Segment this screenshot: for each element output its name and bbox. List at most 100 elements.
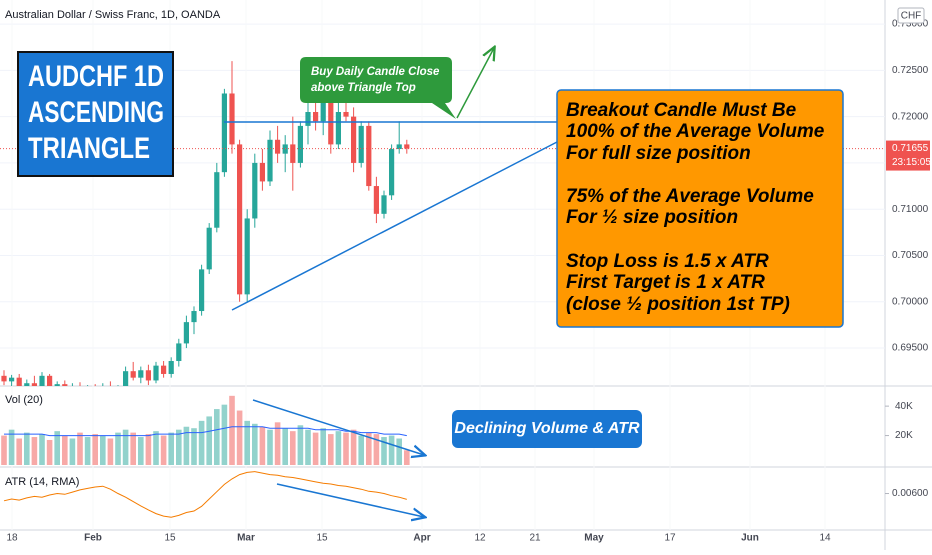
atr-trend-arrow (276, 483, 424, 517)
y-tick-label: 0.73000 (892, 19, 929, 30)
volume-tick-label: 40K (895, 401, 913, 412)
volume-note-box (452, 410, 642, 448)
volume-bar (16, 438, 22, 465)
volume-bar (373, 434, 380, 465)
volume-bar (115, 432, 121, 465)
y-tick-label: 0.72500 (892, 65, 929, 76)
note-line: 100% of the Average Volume (566, 121, 825, 142)
volume-bar (335, 431, 342, 465)
volume-bar (8, 429, 15, 465)
breakout-arrow (456, 48, 494, 119)
candle-body (267, 139, 273, 182)
atr-pane (3, 471, 407, 518)
candle-body (335, 112, 341, 145)
candle-body (39, 375, 45, 386)
volume-bar (320, 428, 326, 465)
volume-bar (274, 422, 281, 465)
volume-note: Declining Volume & ATR (454, 420, 640, 437)
candle-body (62, 384, 68, 386)
candle-body (183, 322, 189, 344)
volume-bar (176, 429, 182, 465)
currency-button[interactable] (897, 7, 925, 24)
volume-bar (84, 437, 91, 465)
volume-bar (244, 420, 250, 465)
atr-tick-label: 0.00600 (892, 488, 929, 499)
candle-body (31, 383, 37, 386)
volume-bar (350, 429, 357, 465)
y-tick-label: 0.72000 (892, 111, 929, 122)
volume-bar (160, 435, 167, 465)
volume-bar (282, 428, 288, 465)
volume-bar (92, 434, 98, 465)
volume-bar (259, 426, 266, 465)
candle-body (54, 384, 60, 386)
candle-body (320, 102, 326, 122)
time-label: May (584, 533, 604, 544)
volume-bar (153, 431, 159, 465)
candle-body (1, 375, 7, 382)
atr-title: ATR (14, RMA) (5, 476, 79, 488)
volume-bar (381, 437, 387, 465)
volume-bar (328, 434, 334, 465)
time-label: 15 (316, 533, 328, 544)
volume-bar (388, 435, 395, 465)
candle-body (313, 112, 319, 122)
candle-body (115, 388, 120, 391)
candle-body (305, 112, 311, 126)
candle-body (191, 311, 197, 323)
candle-body (229, 93, 235, 145)
candle-body (130, 371, 136, 378)
candle-body (145, 370, 151, 381)
candle-body (16, 377, 22, 386)
symbol-header: Australian Dollar / Swiss Franc, 1D, OAN… (5, 9, 221, 21)
note-line: For ½ size position (566, 207, 738, 228)
candle-body (77, 386, 82, 393)
volume-pane (1, 395, 410, 465)
time-label: Mar (237, 533, 255, 544)
volume-bar (62, 435, 68, 465)
volume-bar (31, 437, 38, 465)
note-line: 75% of the Average Volume (566, 186, 814, 207)
currency-label[interactable]: CHF (901, 11, 922, 22)
note-line: Stop Loss is 1.5 x ATR (566, 251, 769, 272)
candle-body (275, 139, 281, 154)
time-label: 17 (664, 533, 676, 544)
volume-bar (312, 432, 319, 465)
candle-body (237, 144, 243, 295)
volume-bar (77, 432, 83, 465)
candle-body (100, 387, 105, 393)
volume-ma-line (4, 426, 407, 437)
candle-body (123, 371, 129, 386)
axes: 0.730000.725000.720000.715000.710000.705… (6, 19, 931, 544)
volume-bar (396, 438, 402, 465)
candle-body (199, 269, 205, 312)
title-line: ASCENDING (28, 96, 164, 129)
time-label: 18 (6, 533, 18, 544)
candle-body (366, 125, 372, 187)
volume-bar (297, 425, 304, 465)
volume-bar (39, 434, 45, 465)
candle-body (161, 365, 167, 374)
time-label: 12 (474, 533, 486, 544)
title-line: AUDCHF 1D (28, 60, 164, 93)
volume-bar (54, 431, 60, 465)
time-label: 15 (164, 533, 176, 544)
title-box (17, 51, 174, 177)
volume-bar (267, 429, 273, 465)
volume-bar (206, 416, 212, 465)
candle-body (252, 162, 258, 219)
candle-body (9, 377, 15, 382)
volume-bar (214, 409, 220, 465)
volume-bar (221, 404, 228, 465)
y-tick-label: 0.71000 (892, 204, 929, 215)
candle-body (70, 386, 75, 392)
countdown-label: 23:15:05 (892, 157, 931, 168)
volume-title: Vol (20) (5, 394, 43, 406)
candle-body (138, 370, 144, 378)
volume-bar (252, 423, 258, 465)
candle-body (404, 144, 410, 149)
candle-body (351, 116, 357, 163)
volume-bar (138, 437, 144, 465)
volume-bar (1, 435, 7, 465)
